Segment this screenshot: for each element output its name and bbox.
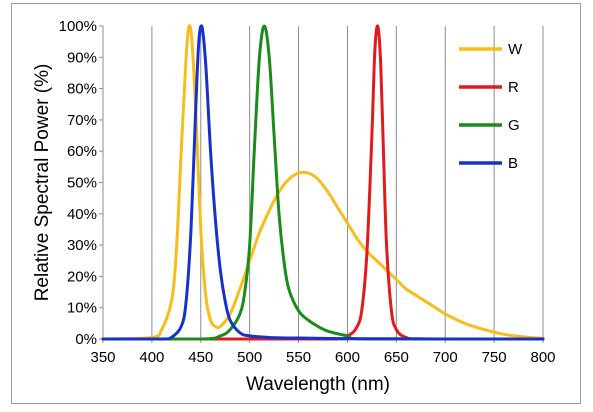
y-tick-label: 60% <box>67 143 97 160</box>
y-tick-label: 10% <box>67 300 97 317</box>
spectral-power-chart: 0% 10% 20% 30% 40% 50% 60% 70% 80% 90% 100% 350 400 4… <box>32 18 556 395</box>
series-line-b <box>101 24 545 341</box>
grid-layer <box>151 26 544 339</box>
legend-label-b: B <box>508 155 518 172</box>
tick-label-layer: 0% 10% 20% 30% 40% 50% 60% 70% 80% 90% 100% 350 400 4… <box>59 18 556 366</box>
series-line-w <box>101 24 545 341</box>
y-tick-label: 70% <box>67 112 97 129</box>
series-layer <box>101 24 545 341</box>
legend: W R G B <box>459 41 523 172</box>
series-line-r <box>101 24 545 341</box>
x-tick-label: 550 <box>286 349 311 366</box>
y-tick-label: 40% <box>67 206 97 223</box>
y-tick-label: 30% <box>67 237 97 254</box>
y-axis-title: Relative Spectral Power (%) <box>32 64 53 302</box>
y-tick-label: 0% <box>75 331 97 348</box>
legend-label-r: R <box>508 79 519 96</box>
x-tick-label: 750 <box>482 349 507 366</box>
chart-frame: 0% 10% 20% 30% 40% 50% 60% 70% 80% 90% 100% 350 400 4… <box>11 3 581 404</box>
x-tick-label: 700 <box>433 349 458 366</box>
y-tick-label: 100% <box>59 18 97 35</box>
x-tick-label: 800 <box>530 349 555 366</box>
x-tick-label: 350 <box>90 349 115 366</box>
y-tick-label: 20% <box>67 268 97 285</box>
y-tick-label: 90% <box>67 49 97 66</box>
x-tick-label: 650 <box>384 349 409 366</box>
x-tick-label: 500 <box>237 349 262 366</box>
legend-label-w: W <box>508 41 523 58</box>
x-tick-label: 450 <box>188 349 213 366</box>
y-tick-label: 50% <box>67 175 97 192</box>
x-tick-label: 600 <box>335 349 360 366</box>
legend-label-g: G <box>508 117 520 134</box>
series-line-g <box>101 24 545 341</box>
y-tick-label: 80% <box>67 81 97 98</box>
x-tick-label: 400 <box>139 349 164 366</box>
x-axis-title: Wavelength (nm) <box>246 374 390 395</box>
